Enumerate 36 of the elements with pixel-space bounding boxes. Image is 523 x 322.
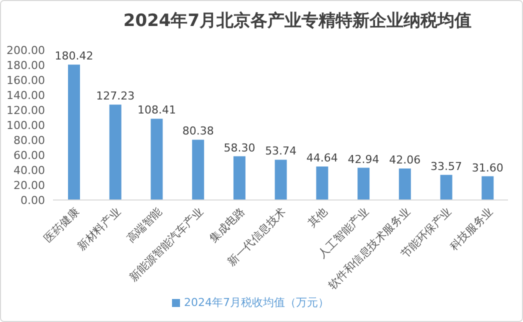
bar bbox=[109, 104, 122, 200]
y-tick-label: 80.00 bbox=[14, 134, 45, 147]
y-tick-label: 180.00 bbox=[6, 58, 45, 72]
x-tick-label: 其他 bbox=[305, 204, 330, 230]
data-label: 42.94 bbox=[348, 152, 380, 166]
y-tick-label: 160.00 bbox=[6, 74, 45, 87]
y-tick-label: 120.00 bbox=[6, 104, 45, 117]
bar bbox=[358, 168, 370, 200]
bar bbox=[150, 118, 163, 200]
legend-label: 2024年7月税收均值（万元） bbox=[184, 296, 329, 309]
y-tick-label: 140.00 bbox=[6, 88, 45, 102]
bar bbox=[482, 176, 494, 200]
bar bbox=[274, 160, 287, 200]
data-label: 33.57 bbox=[430, 160, 462, 173]
chart-title: 2024年7月北京各产业专精特新企业纳税均值 bbox=[122, 10, 473, 32]
bar bbox=[316, 166, 328, 200]
y-tick-label: 100.00 bbox=[6, 118, 45, 132]
data-label: 42.06 bbox=[389, 153, 421, 166]
data-label: 108.41 bbox=[137, 104, 176, 117]
data-label: 180.42 bbox=[54, 50, 94, 63]
data-label: 31.60 bbox=[472, 161, 504, 174]
data-label: 58.30 bbox=[224, 141, 256, 154]
y-tick-label: 0.00 bbox=[20, 194, 45, 207]
data-label: 44.64 bbox=[306, 152, 338, 165]
bar bbox=[192, 140, 204, 200]
bar bbox=[68, 64, 80, 200]
bar bbox=[233, 156, 246, 200]
y-tick-label: 200.00 bbox=[6, 44, 45, 57]
bar bbox=[398, 168, 411, 200]
y-tick-label: 40.00 bbox=[14, 164, 45, 177]
data-label: 80.38 bbox=[182, 124, 214, 138]
y-tick-label: 20.00 bbox=[14, 178, 45, 192]
y-tick-label: 60.00 bbox=[14, 148, 45, 162]
data-label: 53.74 bbox=[265, 144, 297, 158]
bar bbox=[440, 174, 452, 200]
data-label: 127.23 bbox=[96, 90, 135, 103]
